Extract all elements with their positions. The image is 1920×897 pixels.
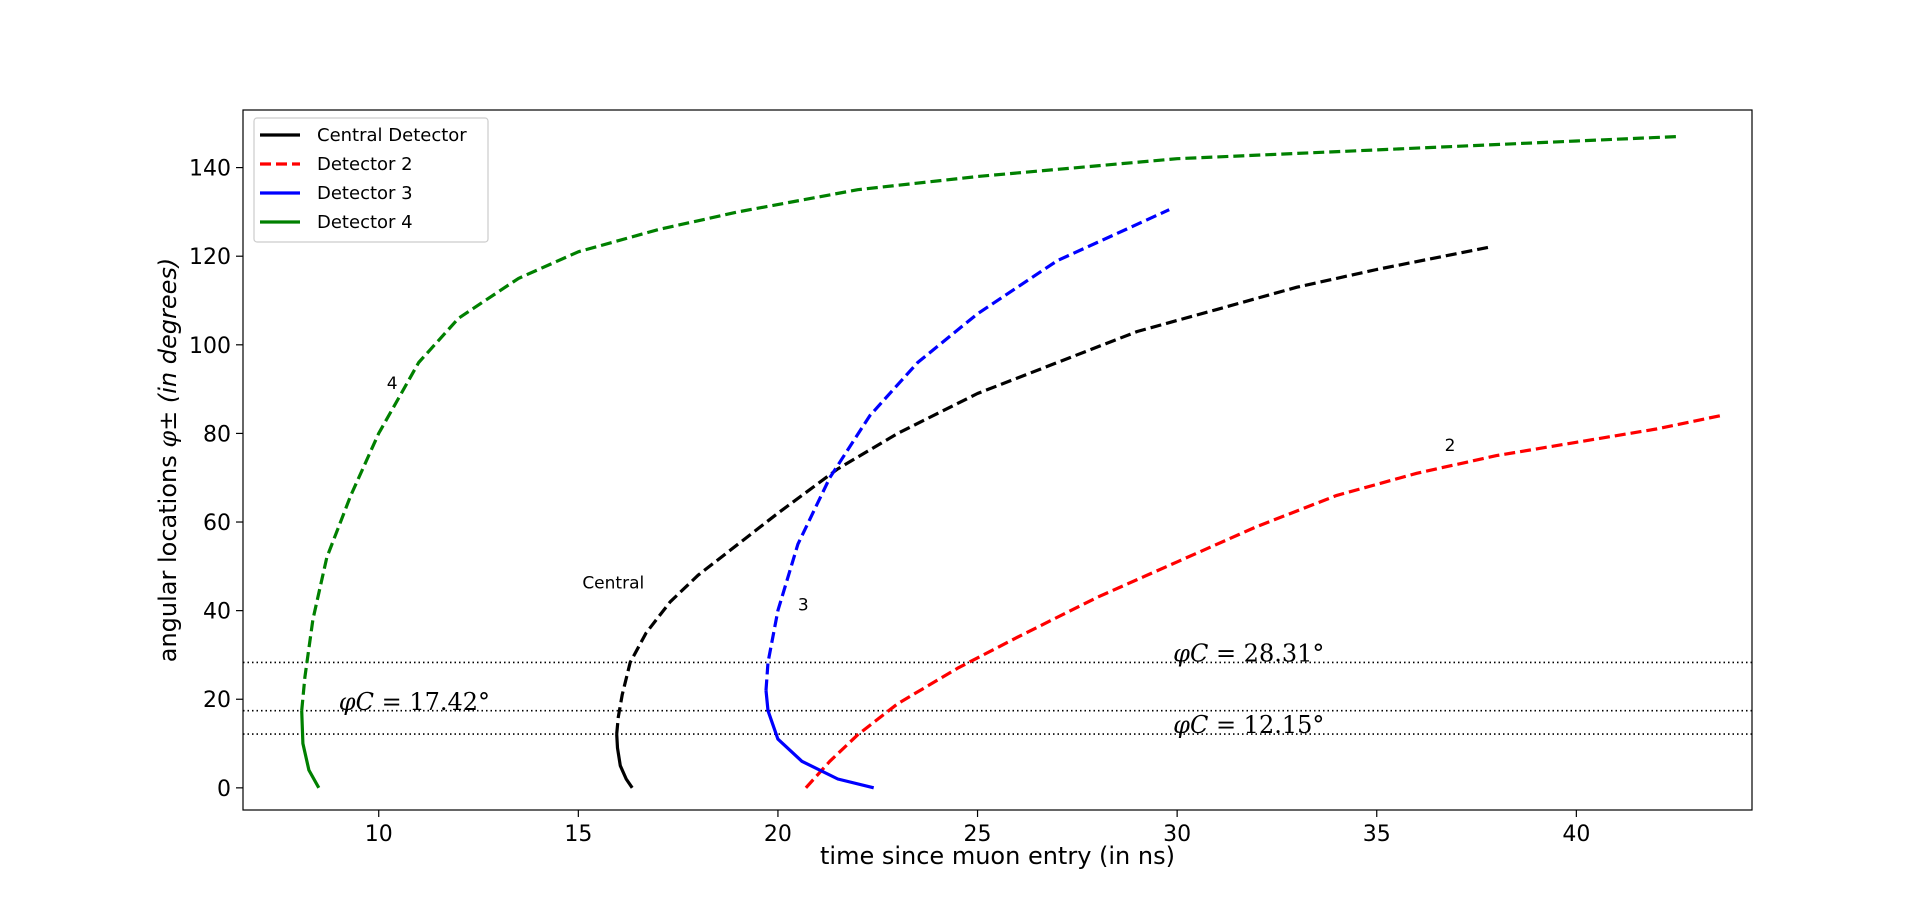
plot-frame <box>242 109 1753 811</box>
y-tick-label: 100 <box>189 334 231 359</box>
reference-line-label: φC = 12.15° <box>1173 711 1324 739</box>
series-line-solid <box>300 710 321 789</box>
legend-label: Detector 2 <box>317 154 413 175</box>
x-axis-label: time since muon entry (in ns) <box>820 842 1175 870</box>
y-tick-label: 120 <box>189 245 231 270</box>
curve-label: 2 <box>1445 436 1456 456</box>
y-tick-label: 140 <box>189 157 231 182</box>
y-tick-label: 20 <box>203 688 231 713</box>
legend: Central Detector Detector 2 Detector 3 Dete… <box>253 117 489 243</box>
legend-label: Detector 3 <box>317 183 413 204</box>
curve-label: 3 <box>798 596 809 616</box>
x-tick-label: 10 <box>365 822 393 847</box>
x-tick-label: 25 <box>964 822 992 847</box>
x-tick-label: 15 <box>564 822 592 847</box>
reference-line-label: φC = 28.31° <box>1173 640 1324 668</box>
axes: 10 15 20 25 30 35 40 0 20 40 60 80 100 120 140 time sin… <box>154 157 1590 870</box>
y-tick-label: 60 <box>203 511 231 536</box>
y-axis-label: angular locations φ± (in degrees) <box>154 258 182 663</box>
x-tick-label: 35 <box>1363 822 1391 847</box>
series-line-dashed <box>300 135 1677 711</box>
curve-label: Central <box>582 573 644 593</box>
series-line-dashed <box>764 208 1170 691</box>
series-line-solid <box>764 690 875 790</box>
plot-area: φC = 28.31° φC = 17.42° φC = 12.15° 4 Centra… <box>243 135 1752 790</box>
y-tick-label: 40 <box>203 600 231 625</box>
reference-line-label: φC = 17.42° <box>339 688 490 716</box>
y-tick-label: 0 <box>217 777 231 802</box>
y-tick-label: 80 <box>203 422 231 447</box>
series-line-dashed <box>804 414 1721 789</box>
x-tick-label: 20 <box>764 822 792 847</box>
series-line-dashed <box>615 245 1489 735</box>
legend-label: Detector 4 <box>317 212 413 233</box>
x-tick-label: 40 <box>1562 822 1590 847</box>
legend-label: Central Detector <box>317 125 467 146</box>
x-tick-label: 30 <box>1163 822 1191 847</box>
series-line-solid <box>615 733 634 789</box>
curve-label: 4 <box>387 374 398 394</box>
legend-box <box>253 117 489 243</box>
